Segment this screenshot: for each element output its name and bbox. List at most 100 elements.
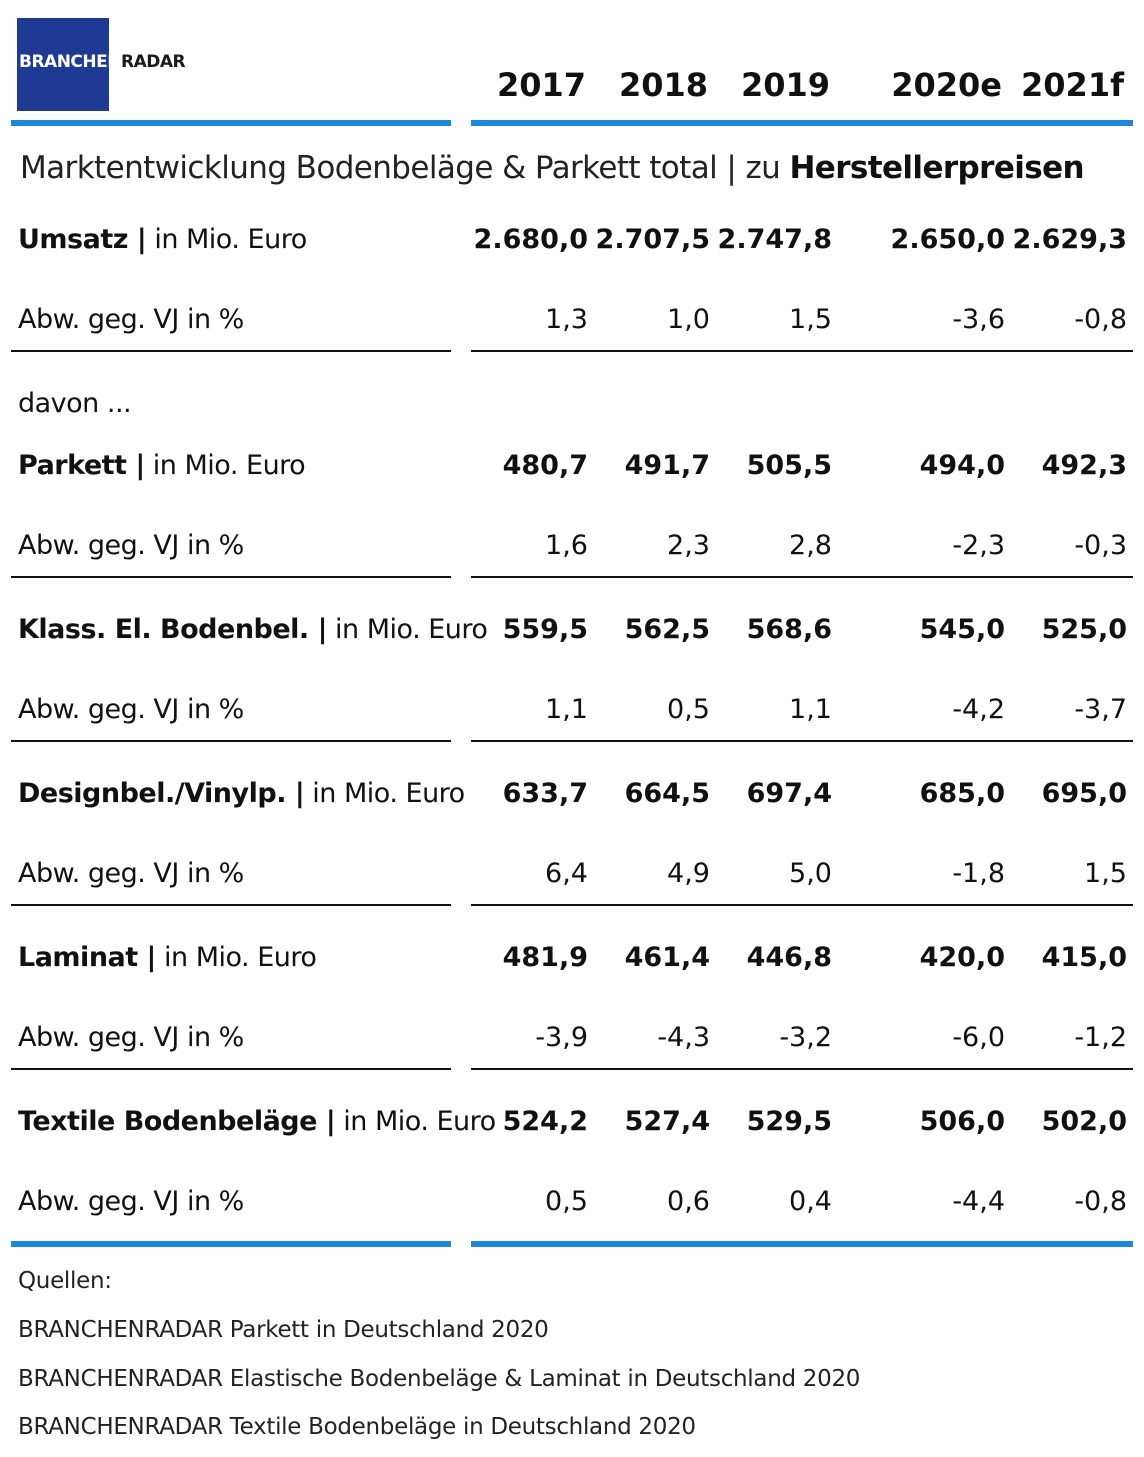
column-header-2018: 2018 [618, 66, 708, 104]
change-cell-2017: 1,3 [545, 304, 588, 335]
source-item: BRANCHENRADAR Textile Bodenbeläge in Deu… [18, 1414, 696, 1440]
value-cell-2019: 529,5 [746, 1106, 832, 1137]
change-cell-2018: 2,3 [667, 530, 710, 561]
row-label-unit: in Mio. Euro [146, 224, 307, 255]
value-cell-2020e: 420,0 [919, 942, 1005, 973]
change-label: Abw. geg. VJ in % [18, 1186, 244, 1217]
value-cell-2021f: 695,0 [1041, 778, 1127, 809]
change-cell-2017: 1,6 [545, 530, 588, 561]
footer-divider-left [11, 1241, 451, 1247]
row-label-bold: Designbel./Vinylp. | [18, 778, 305, 809]
change-cell-2019: -3,2 [779, 1022, 832, 1053]
change-cell-2017: 0,5 [545, 1186, 588, 1217]
row-label: Klass. El. Bodenbel. | in Mio. Euro [18, 614, 488, 645]
value-cell-2018: 664,5 [624, 778, 710, 809]
value-cell-2017: 524,2 [502, 1106, 588, 1137]
value-cell-2019: 568,6 [746, 614, 832, 645]
row-divider [11, 576, 451, 578]
change-cell-2021f: -0,8 [1074, 1186, 1127, 1217]
value-cell-2018: 562,5 [624, 614, 710, 645]
row-divider [471, 350, 1133, 352]
value-cell-2019: 2.747,8 [717, 224, 832, 255]
change-cell-2021f: -1,2 [1074, 1022, 1127, 1053]
change-cell-2019: 1,1 [789, 694, 832, 725]
source-item: BRANCHENRADAR Elastische Bodenbeläge & L… [18, 1366, 861, 1392]
row-label: Designbel./Vinylp. | in Mio. Euro [18, 778, 465, 809]
row-label-unit: in Mio. Euro [335, 1106, 496, 1137]
value-cell-2018: 461,4 [624, 942, 710, 973]
row-label: Textile Bodenbeläge | in Mio. Euro [18, 1106, 496, 1137]
value-cell-2019: 446,8 [746, 942, 832, 973]
row-label-bold: Umsatz | [18, 224, 147, 255]
value-cell-2017: 559,5 [502, 614, 588, 645]
value-cell-2018: 491,7 [624, 450, 710, 481]
row-divider [471, 576, 1133, 578]
row-divider [11, 904, 451, 906]
value-cell-2018: 2.707,5 [595, 224, 710, 255]
row-divider [11, 1068, 451, 1070]
logo-box [17, 18, 109, 111]
value-cell-2021f: 415,0 [1041, 942, 1127, 973]
subtitle-text: Marktentwicklung Bodenbeläge & Parkett t… [20, 150, 790, 186]
change-cell-2021f: 1,5 [1084, 858, 1127, 889]
row-label: Umsatz | in Mio. Euro [18, 224, 307, 255]
value-cell-2017: 633,7 [502, 778, 588, 809]
logo-text-part1: BRANCHEN [19, 52, 121, 72]
change-label: Abw. geg. VJ in % [18, 1022, 244, 1053]
row-label-unit: in Mio. Euro [326, 614, 488, 645]
row-divider [471, 904, 1133, 906]
value-cell-2018: 527,4 [624, 1106, 710, 1137]
change-label: Abw. geg. VJ in % [18, 694, 244, 725]
change-cell-2021f: -0,3 [1074, 530, 1127, 561]
change-cell-2020e: -6,0 [952, 1022, 1005, 1053]
change-label: Abw. geg. VJ in % [18, 304, 244, 335]
column-header-2021f: 2021f [1021, 66, 1124, 104]
value-cell-2021f: 492,3 [1041, 450, 1127, 481]
value-cell-2020e: 545,0 [919, 614, 1005, 645]
row-label: Laminat | in Mio. Euro [18, 942, 317, 973]
row-label-unit: in Mio. Euro [155, 942, 317, 973]
change-cell-2018: 1,0 [667, 304, 710, 335]
subtitle-bold: Herstellerpreisen [789, 150, 1085, 186]
change-label: Abw. geg. VJ in % [18, 530, 244, 561]
header-divider-right [471, 120, 1133, 126]
row-divider [471, 1068, 1133, 1070]
value-cell-2020e: 506,0 [919, 1106, 1005, 1137]
row-label-bold: Textile Bodenbeläge | [18, 1106, 336, 1137]
change-cell-2018: 0,6 [667, 1186, 710, 1217]
change-cell-2020e: -2,3 [952, 530, 1005, 561]
column-header-2019: 2019 [740, 66, 830, 104]
row-label-bold: Klass. El. Bodenbel. | [18, 614, 327, 645]
change-cell-2020e: -1,8 [952, 858, 1005, 889]
value-cell-2017: 481,9 [502, 942, 588, 973]
row-divider [11, 740, 451, 742]
source-item: BRANCHENRADAR Parkett in Deutschland 202… [18, 1317, 549, 1343]
logo: BRANCHENRADAR [19, 52, 186, 72]
change-cell-2019: 2,8 [789, 530, 832, 561]
value-cell-2020e: 494,0 [919, 450, 1005, 481]
row-divider [11, 350, 451, 352]
value-cell-2017: 480,7 [502, 450, 588, 481]
column-header-2017: 2017 [496, 66, 586, 104]
row-label-bold: Parkett | [18, 450, 145, 481]
value-cell-2021f: 525,0 [1041, 614, 1127, 645]
change-cell-2020e: -4,2 [952, 694, 1005, 725]
value-cell-2021f: 502,0 [1041, 1106, 1127, 1137]
change-cell-2017: 1,1 [545, 694, 588, 725]
change-cell-2018: 4,9 [667, 858, 710, 889]
sources-heading: Quellen: [18, 1268, 112, 1294]
value-cell-2019: 697,4 [746, 778, 832, 809]
value-cell-2019: 505,5 [746, 450, 832, 481]
column-header-2020e: 2020e [891, 66, 1002, 104]
header-divider-left [11, 120, 451, 126]
section-note: davon ... [18, 388, 132, 419]
change-cell-2020e: -3,6 [952, 304, 1005, 335]
row-label-bold: Laminat | [18, 942, 156, 973]
change-cell-2018: 0,5 [667, 694, 710, 725]
change-cell-2017: 6,4 [545, 858, 588, 889]
footer-divider-right [471, 1241, 1133, 1247]
logo-text-part2: RADAR [120, 52, 186, 72]
change-cell-2019: 5,0 [789, 858, 832, 889]
value-cell-2021f: 2.629,3 [1012, 224, 1127, 255]
row-divider [471, 740, 1133, 742]
